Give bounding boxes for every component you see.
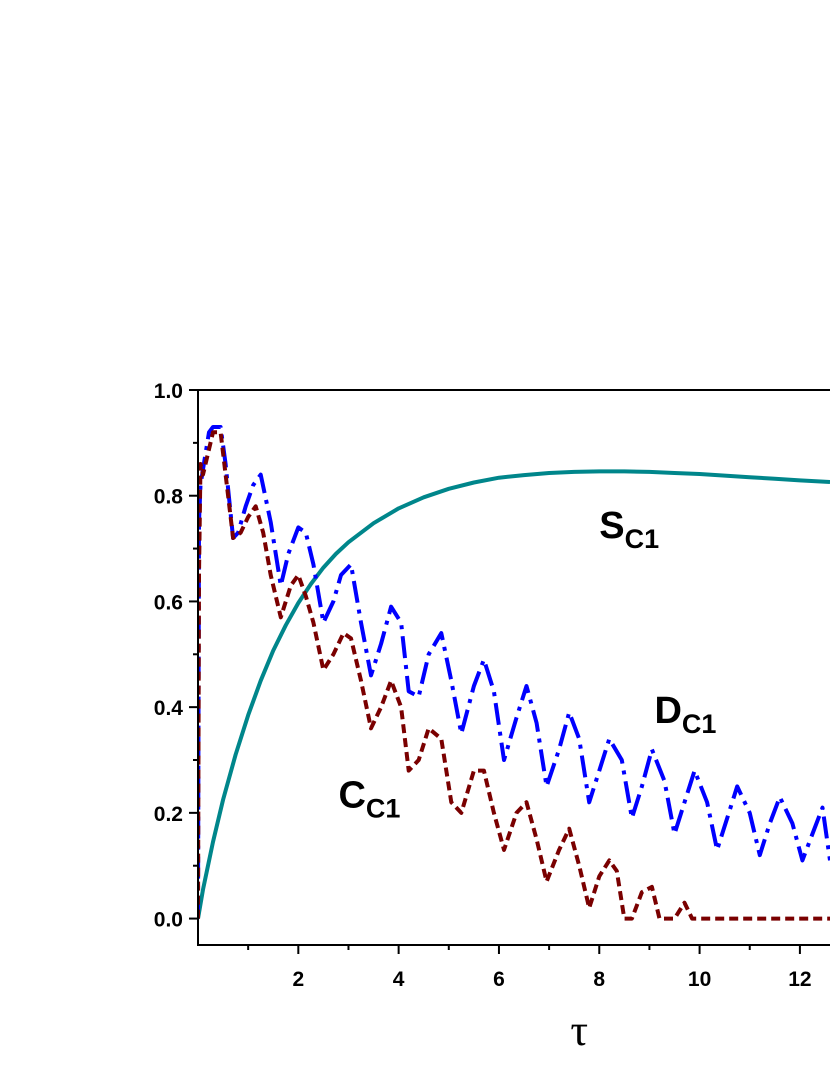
y-tick-label: 0.4 [154,697,184,720]
y-tick-label: 0.6 [154,591,183,614]
x-tick-label: 12 [788,968,811,991]
x-tick-label: 4 [393,968,405,991]
x-tick-label: 6 [493,968,505,991]
y-tick-label: 0.8 [154,486,184,509]
series-layer [198,425,830,921]
series-line-c-c1 [198,430,830,921]
y-tick-label: 0.2 [154,803,183,826]
axes-layer: 2 4 6 8 10 12 0.0 0.2 0.4 0.6 0.8 1.0 [154,380,830,991]
annotation-layer: SC1 DC1 CC1 [338,505,716,824]
y-tick-label: 1.0 [154,380,183,403]
series-line-d-c1 [198,425,830,919]
x-tick-label: 8 [593,968,605,991]
series-line-s-c1 [198,469,830,919]
x-tick-label: 10 [688,968,711,991]
series-label-c-c1: CC1 [338,775,400,824]
y-tick-label: 0.0 [154,909,183,932]
x-axis-title: τ [570,1006,588,1055]
series-label-s-c1: SC1 [599,505,659,554]
series-label-d-c1: DC1 [654,690,716,739]
x-tick-label: 2 [292,968,304,991]
